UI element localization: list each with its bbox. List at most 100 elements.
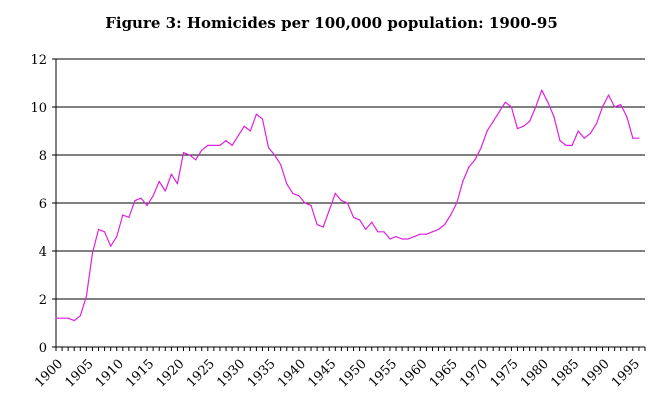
data-point [614,106,616,108]
data-point [425,233,427,235]
y-tick-label: 12 [30,53,47,68]
data-point [468,166,470,168]
x-tick-label: 1910 [93,357,127,391]
data-point [583,137,585,139]
data-point [626,116,628,118]
data-point [437,228,440,230]
data-point [553,116,555,118]
data-point [201,149,203,151]
x-tick-label: 1925 [184,357,218,391]
data-point [122,214,124,216]
data-point [237,135,239,137]
data-point [67,317,69,319]
data-point [559,140,561,142]
data-point [389,238,391,240]
y-tick-label: 4 [39,245,47,260]
data-point [195,159,197,161]
data-point [158,180,160,182]
data-point [638,137,640,139]
data-point [140,197,142,199]
data-point [267,147,270,149]
data-point [620,104,622,106]
data-point [73,320,75,322]
data-point [510,106,513,108]
data-point [595,123,598,125]
data-point [274,154,276,156]
data-point [328,209,330,211]
data-point [352,216,355,218]
data-point [346,202,349,204]
y-tick-label: 0 [39,341,47,356]
x-tick-label: 1900 [32,357,66,391]
data-point [298,195,300,197]
x-tick-label: 1990 [579,357,613,391]
data-point [547,101,549,103]
x-tick-label: 1940 [275,357,309,391]
data-point [431,231,434,233]
data-point [516,128,519,130]
data-point [541,89,543,91]
x-tick-label: 1930 [214,357,248,391]
data-point [152,195,154,197]
data-point [103,231,106,233]
data-point [450,214,452,216]
x-tick-label: 1980 [518,357,552,391]
data-point [492,120,494,122]
data-point [498,111,500,113]
x-tick-label: 1960 [397,357,431,391]
data-point [632,137,634,139]
data-point [261,118,264,120]
data-point [565,144,567,146]
data-point [97,228,100,230]
data-point [128,216,130,218]
data-point [334,192,336,194]
data-point [91,252,94,254]
data-point [322,226,324,228]
data-point [607,94,610,96]
data-point [182,152,185,154]
x-tick-label: 1995 [609,357,643,391]
data-point [456,202,458,204]
chart-title: Figure 3: Homicides per 100,000 populati… [105,14,558,32]
y-tick-label: 6 [39,197,47,212]
x-tick-label: 1970 [457,357,491,391]
data-point [601,106,604,108]
data-point [419,233,421,235]
data-point [480,147,482,149]
data-point [474,159,476,161]
data-point [55,317,57,319]
y-tick-label: 2 [39,293,47,308]
y-tick-label: 8 [39,149,47,164]
data-point [188,154,191,156]
data-point [213,144,215,146]
data-point [170,173,172,175]
data-point [79,315,81,317]
data-point [219,144,221,146]
data-point [444,224,446,226]
data-point [535,106,537,108]
data-point [365,228,367,230]
x-tick-label: 1915 [123,357,157,391]
x-tick-label: 1905 [63,357,97,391]
data-point [571,144,573,146]
data-point [146,204,148,206]
data-point [377,231,379,233]
data-point [522,125,525,127]
data-point [110,245,112,247]
data-point [249,130,251,132]
data-point [401,238,403,240]
data-point [395,236,397,238]
data-point [176,183,179,185]
x-tick-label: 1945 [305,357,339,391]
data-point [61,317,63,319]
data-point [280,164,282,166]
data-point [407,238,409,240]
x-tick-label: 1950 [336,357,370,391]
data-point [304,202,306,204]
x-tick-label: 1985 [548,357,582,391]
series-line [56,89,639,322]
data-point [310,204,312,206]
data-point [462,180,464,182]
